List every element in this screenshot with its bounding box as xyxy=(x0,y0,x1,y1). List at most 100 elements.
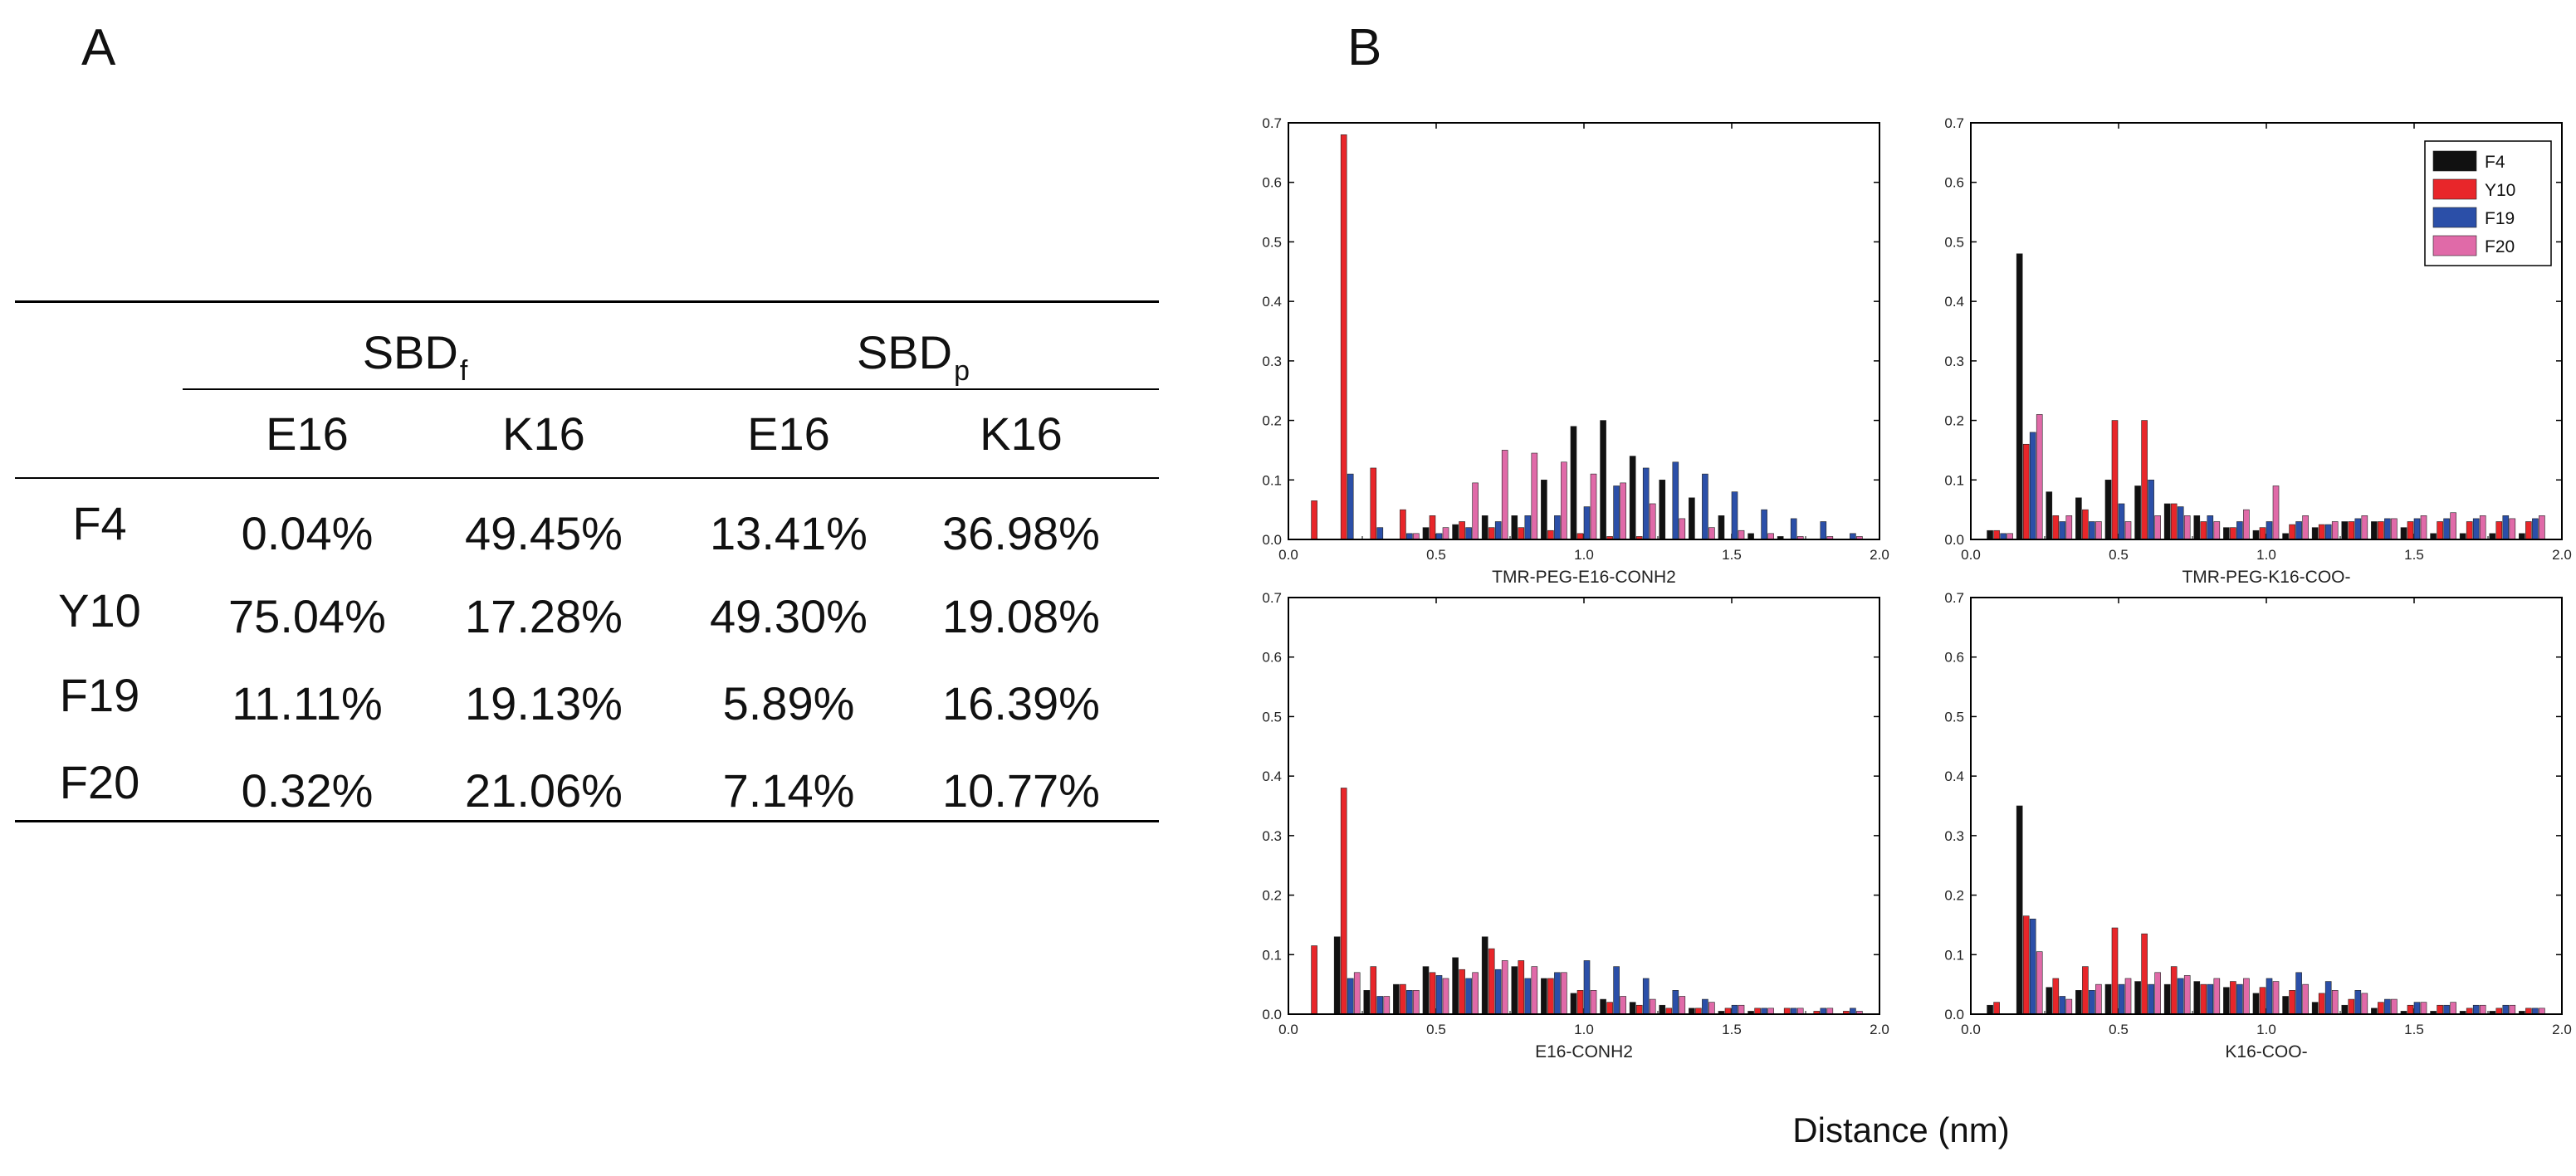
bar-f20 xyxy=(2124,521,2132,540)
panel-label-a: A xyxy=(81,19,116,76)
bar-f4 xyxy=(1333,936,1341,1015)
x-tick-label: 0.5 xyxy=(1426,547,1446,563)
bar-y10 xyxy=(1783,1008,1791,1015)
legend-swatch-f19 xyxy=(2432,207,2477,228)
bar-f19 xyxy=(2443,1004,2450,1015)
bar-f4 xyxy=(1747,533,1754,540)
bar-f20 xyxy=(2036,414,2043,540)
x-tick-label: 2.0 xyxy=(2552,1022,2572,1037)
bar-f20 xyxy=(1442,978,1449,1015)
bar-f20 xyxy=(2036,951,2043,1015)
bar-f20 xyxy=(1767,1008,1774,1015)
bar-y10 xyxy=(2437,521,2443,540)
x-tick-label: 0.5 xyxy=(2109,1022,2129,1037)
y-tick-label: 0.0 xyxy=(1262,532,1282,548)
bar-f20 xyxy=(1679,996,1686,1015)
x-tick-label: 0.0 xyxy=(1961,1022,1981,1037)
bar-f4 xyxy=(2163,503,2171,540)
bar-y10 xyxy=(1518,960,1525,1015)
bar-y10 xyxy=(1576,990,1584,1015)
bar-f4 xyxy=(1452,524,1459,540)
bar-f19 xyxy=(2148,983,2154,1015)
bar-f19 xyxy=(1583,506,1591,540)
bar-f4 xyxy=(2252,529,2260,540)
bar-f20 xyxy=(2539,515,2545,540)
bar-f19 xyxy=(1642,978,1650,1015)
bar-f20 xyxy=(1561,972,1567,1015)
bar-y10 xyxy=(2141,420,2148,540)
bar-f4 xyxy=(2371,1008,2378,1015)
bar-f4 xyxy=(2104,479,2112,540)
bar-y10 xyxy=(2318,524,2325,540)
table-cell: 49.45% xyxy=(465,507,623,559)
bar-y10 xyxy=(1429,515,1436,540)
bar-f19 xyxy=(2354,990,2362,1015)
table-cell: 7.14% xyxy=(722,764,855,817)
bar-f4 xyxy=(2223,987,2230,1015)
y-tick-label: 0.2 xyxy=(1944,888,1964,904)
y-tick-label: 0.2 xyxy=(1262,413,1282,429)
bar-f19 xyxy=(2177,978,2184,1015)
x-tick-label: 1.0 xyxy=(2256,547,2276,563)
x-tick-label: 0.5 xyxy=(1426,1022,1446,1037)
bar-f4 xyxy=(2371,521,2378,540)
x-tick-label: 2.0 xyxy=(1870,1022,1889,1037)
bar-f19 xyxy=(1376,996,1384,1015)
bar-f19 xyxy=(1494,521,1502,540)
bar-f19 xyxy=(2059,996,2066,1015)
bar-f19 xyxy=(2354,518,2362,540)
y-tick-label: 0.2 xyxy=(1944,413,1964,429)
bar-f4 xyxy=(1600,420,1606,540)
bar-f20 xyxy=(1620,482,1626,540)
bar-f19 xyxy=(1820,521,1827,540)
legend-label-y10: Y10 xyxy=(2485,181,2515,200)
bar-f4 xyxy=(1541,479,1547,540)
row-label: F20 xyxy=(59,756,140,808)
bar-f4 xyxy=(1659,479,1666,540)
bar-f19 xyxy=(1554,972,1561,1015)
bar-y10 xyxy=(1370,966,1377,1015)
subplot-caption: E16-CONH2 xyxy=(1535,1042,1633,1061)
bar-y10 xyxy=(1488,948,1495,1015)
bar-f4 xyxy=(1481,515,1488,540)
bar-f4 xyxy=(2341,521,2349,540)
bar-f20 xyxy=(2243,509,2250,540)
bar-f19 xyxy=(1524,515,1532,540)
bar-f19 xyxy=(2384,518,2391,540)
bar-f4 xyxy=(1659,1004,1666,1015)
y-tick-label: 0.6 xyxy=(1262,650,1282,666)
bar-y10 xyxy=(1488,527,1495,540)
bar-f4 xyxy=(1511,966,1518,1015)
bar-f19 xyxy=(2266,521,2273,540)
y-tick-label: 0.1 xyxy=(1944,947,1964,963)
bar-y10 xyxy=(2348,998,2355,1015)
bar-y10 xyxy=(2052,978,2060,1015)
bar-f19 xyxy=(1672,461,1679,540)
bar-y10 xyxy=(2170,503,2178,540)
bar-f19 xyxy=(1465,978,1472,1015)
bar-f19 xyxy=(2472,1004,2480,1015)
bar-f20 xyxy=(2509,1004,2516,1015)
x-tick-label: 1.0 xyxy=(2256,1022,2276,1037)
table-cell: 0.32% xyxy=(241,764,374,817)
table-cell: 11.11% xyxy=(232,677,383,730)
bar-f19 xyxy=(2207,983,2214,1015)
bar-f20 xyxy=(2302,515,2309,540)
bar-f20 xyxy=(2331,990,2339,1015)
bar-f4 xyxy=(1689,497,1695,540)
bar-y10 xyxy=(2200,521,2207,540)
bar-f20 xyxy=(2154,972,2161,1015)
bar-f20 xyxy=(1708,527,1715,540)
bar-y10 xyxy=(1400,509,1406,540)
group-underline xyxy=(183,388,1159,390)
bar-f19 xyxy=(1731,491,1738,540)
y-tick-label: 0.3 xyxy=(1262,354,1282,369)
x-tick-label: 1.5 xyxy=(1722,1022,1742,1037)
bar-f4 xyxy=(1718,515,1725,540)
bar-f4 xyxy=(1393,983,1400,1015)
bar-f4 xyxy=(1541,978,1547,1015)
bar-f20 xyxy=(1738,529,1745,540)
bar-f19 xyxy=(1406,990,1413,1015)
bar-f19 xyxy=(2118,503,2125,540)
bar-f20 xyxy=(1501,960,1508,1015)
